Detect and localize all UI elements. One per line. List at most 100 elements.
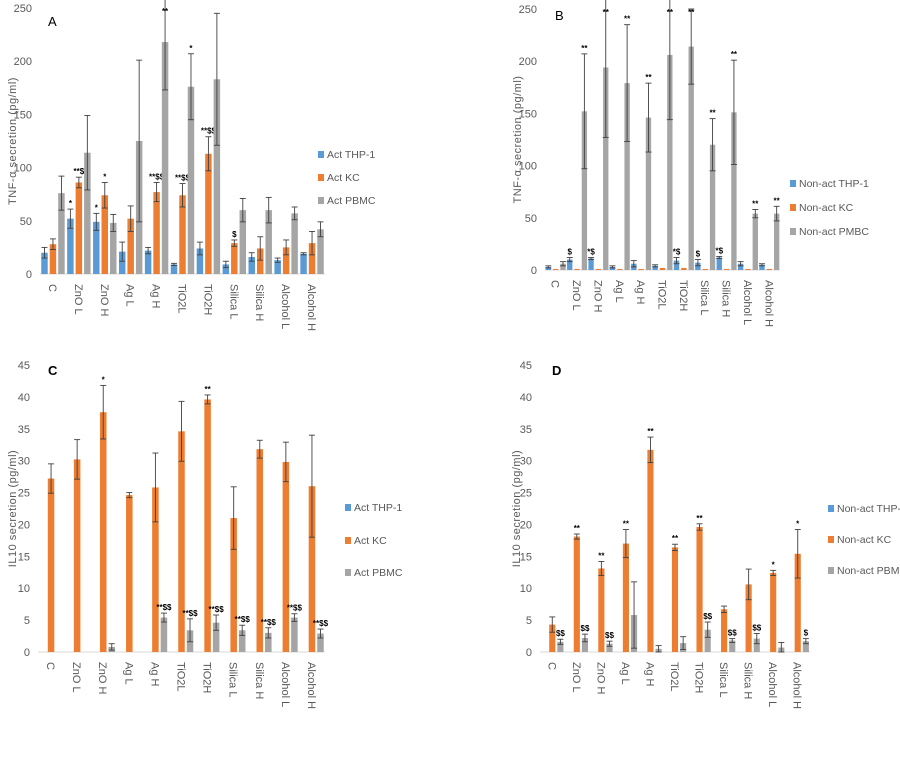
x-tick-label: Alcohol L bbox=[741, 280, 753, 325]
legend-swatch bbox=[828, 567, 834, 574]
legend-entry: Act THP-1 bbox=[327, 149, 375, 161]
bar bbox=[205, 153, 212, 274]
bar bbox=[645, 117, 652, 271]
bar bbox=[317, 229, 324, 274]
bar bbox=[300, 253, 307, 274]
panel-label: D bbox=[552, 363, 561, 378]
x-tick-label: Alcohol L bbox=[279, 662, 291, 707]
significance-marker: $ bbox=[804, 629, 809, 638]
bar bbox=[161, 42, 169, 274]
bar bbox=[702, 268, 708, 270]
significance-marker: * bbox=[796, 520, 800, 529]
legend-swatch bbox=[345, 569, 351, 576]
x-tick-label: Alcohol H bbox=[305, 662, 317, 709]
legend-entry: Act THP-1 bbox=[354, 502, 402, 514]
y-tick-label: 250 bbox=[519, 4, 537, 16]
legend-entry: Act KC bbox=[327, 172, 360, 184]
y-tick-label: 10 bbox=[520, 583, 532, 595]
panel-label: A bbox=[48, 14, 57, 29]
x-tick-label: Silica H bbox=[720, 280, 732, 317]
y-tick-label: 30 bbox=[520, 456, 532, 468]
bar bbox=[265, 210, 272, 274]
bar bbox=[73, 459, 81, 652]
bar bbox=[238, 630, 246, 652]
y-tick-label: 100 bbox=[14, 163, 32, 175]
x-tick-label: Alcohol L bbox=[766, 662, 778, 707]
bar bbox=[308, 486, 316, 652]
significance-marker: $$ bbox=[752, 624, 761, 633]
bar bbox=[745, 584, 752, 652]
bar bbox=[58, 193, 65, 274]
x-tick-label: Silica L bbox=[717, 662, 729, 697]
x-tick-label: Silica H bbox=[253, 662, 265, 699]
significance-marker: * bbox=[103, 172, 107, 181]
legend-entry: Non-act THP-1 bbox=[837, 503, 900, 515]
bar bbox=[256, 449, 264, 652]
x-tick-label: TiO2L bbox=[176, 284, 188, 314]
bar bbox=[204, 399, 211, 652]
significance-marker: ** bbox=[603, 8, 610, 17]
bar bbox=[704, 629, 711, 652]
panel-D: D 0 5 10 15 20 25 30 35 40 45 IL10 secretion (pg/ml… bbox=[511, 360, 900, 709]
bar bbox=[595, 268, 602, 270]
x-tick-label: Ag L bbox=[613, 280, 625, 303]
bar bbox=[187, 86, 195, 275]
x-tick-label: ZnO H bbox=[96, 662, 108, 694]
legend-swatch bbox=[790, 228, 796, 235]
y-tick-label: 100 bbox=[519, 161, 537, 173]
x-tick-label: Alcohol H bbox=[305, 284, 317, 331]
y-tick-label: 150 bbox=[14, 109, 32, 121]
bar bbox=[317, 633, 324, 652]
legend-swatch bbox=[345, 537, 351, 544]
bar bbox=[99, 412, 107, 652]
significance-marker: ** bbox=[623, 520, 630, 529]
legend-entry: Act KC bbox=[354, 535, 387, 547]
legend-swatch bbox=[828, 536, 834, 543]
bar bbox=[126, 495, 133, 652]
legend-entry: Non-act PMBC bbox=[799, 226, 869, 238]
y-tick-label: 15 bbox=[18, 551, 30, 563]
y-tick-label: 50 bbox=[525, 213, 537, 225]
y-tick-label: 30 bbox=[18, 456, 30, 468]
x-tick-label: C bbox=[46, 284, 58, 292]
bar bbox=[41, 252, 48, 274]
bar bbox=[274, 260, 281, 274]
significance-marker: ** bbox=[752, 199, 759, 208]
y-tick-label: 10 bbox=[18, 583, 30, 595]
significance-marker: * bbox=[102, 375, 106, 384]
y-tick-label: 150 bbox=[519, 108, 537, 120]
bar bbox=[667, 54, 673, 270]
x-tick-label: Ag H bbox=[150, 284, 162, 309]
bar bbox=[118, 251, 126, 274]
significance-marker: **$$ bbox=[261, 618, 277, 627]
bar bbox=[222, 264, 230, 274]
x-tick-label: Silica H bbox=[742, 662, 754, 699]
significance-marker: $$ bbox=[703, 612, 712, 621]
x-tick-label: Ag L bbox=[619, 662, 631, 685]
y-tick-label: 45 bbox=[520, 360, 532, 372]
x-tick-label: C bbox=[545, 662, 557, 670]
y-axis-label: IL10 secretion (pg/ml) bbox=[7, 450, 19, 567]
significance-marker: $$ bbox=[728, 629, 737, 638]
bar bbox=[598, 568, 605, 652]
significance-marker: ** bbox=[645, 73, 652, 82]
x-tick-label: ZnO L bbox=[72, 284, 84, 315]
significance-marker: **$$ bbox=[156, 603, 172, 612]
y-axis-label: IL10 secretion (pg/ml) bbox=[511, 450, 523, 567]
x-tick-label: Ag L bbox=[122, 662, 134, 685]
bar bbox=[716, 257, 722, 270]
x-tick-label: TiO2H bbox=[693, 662, 705, 693]
bar bbox=[282, 247, 290, 274]
significance-marker: **$$ bbox=[149, 172, 165, 181]
bar bbox=[291, 617, 298, 652]
bar bbox=[248, 256, 255, 274]
y-axis-label: TNF-α secretion (pg/ml) bbox=[7, 77, 19, 205]
bar bbox=[84, 152, 91, 274]
legend-swatch bbox=[828, 505, 834, 512]
bar bbox=[737, 263, 744, 270]
bar bbox=[308, 243, 316, 274]
x-tick-label: TiO2H bbox=[201, 662, 213, 693]
panel-B: B 0 50 100 150 200 250 TNF-α secretion (pg/ml) C… bbox=[512, 0, 869, 327]
x-tick-label: Ag H bbox=[643, 662, 655, 687]
